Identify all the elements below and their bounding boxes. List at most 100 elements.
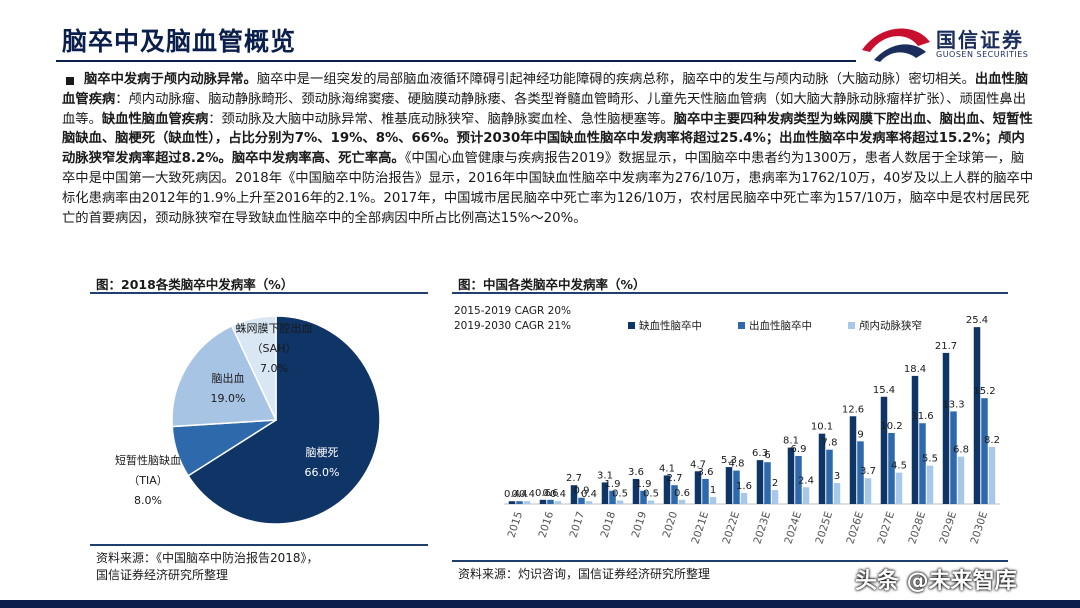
bar [601, 482, 609, 504]
bar-value-label: 2 [772, 478, 778, 489]
bar-value-label: 3.6 [628, 467, 644, 478]
bar-chart: 2015-2019 CAGR 20% 2019-2030 CAGR 21% 缺血性脑… [454, 305, 1000, 546]
bar-value-label: 9 [857, 429, 863, 440]
bar [578, 497, 585, 504]
bar-value-label: 18.4 [904, 364, 926, 375]
body-segment: 脑卒中是一组突发的局部脑血液循环障碍引起神经功能障碍的疾病总称，脑卒中的发生与颅… [256, 72, 975, 87]
bar [857, 441, 864, 504]
bar-value-label: 4.1 [659, 463, 675, 474]
cagr-label: 2019-2030 CAGR 21% [454, 320, 571, 332]
bar [709, 497, 717, 504]
bar [895, 472, 903, 504]
pie-slice-label: 脑出血 [212, 371, 245, 385]
right-caption-rule [452, 292, 1008, 294]
bullet-square [66, 77, 74, 85]
right-chart-caption: 图：中国各类脑卒中发病率（%） [458, 277, 646, 292]
bar [888, 432, 895, 504]
bar [671, 485, 678, 504]
pie-chart: 脑梗死 66.0% 短暂性脑缺血 （TIA） 8.0% 脑出血 19.0% 蛛网膜下腔出血 （S… [115, 315, 381, 525]
bar-value-label: 0.4 [581, 489, 597, 500]
legend-swatch [628, 322, 635, 329]
bar [864, 478, 872, 504]
pie-slice-sublabel: （SAH） [252, 342, 297, 355]
pie-slice-label: 脑梗死 [306, 445, 339, 459]
x-tick-label: 2022E [720, 510, 742, 545]
left-source-rule [90, 544, 428, 546]
x-tick-label: 2030E [968, 510, 990, 545]
x-tick-label: 2017 [568, 510, 588, 539]
bar-value-label: 15.4 [873, 385, 895, 396]
pie-slice [187, 315, 381, 525]
bar [516, 501, 523, 504]
bar-value-label: 1.9 [636, 479, 652, 490]
legend-swatch [848, 322, 855, 329]
bar [539, 499, 547, 504]
bar [570, 485, 578, 504]
body-segment: 脑卒中主要四种发病类型为蛛网膜下腔出血、脑出血、短暂性脑缺血、脑梗死（缺血性），… [62, 111, 1033, 167]
bar [647, 500, 655, 504]
body-segment: ：颅内动脉瘤、脑动静脉畸形、颈动脉海绵窦瘘、硬脑膜动静脉瘘、各类型脊髓血管畸形、… [62, 91, 1027, 127]
x-tick-label: 2026E [844, 510, 866, 545]
bar [523, 501, 531, 504]
bottom-bar [0, 600, 1080, 608]
bar [942, 352, 950, 504]
bar [802, 487, 810, 504]
bar [554, 501, 562, 504]
bar-value-label: 1.9 [605, 479, 621, 490]
x-tick-label: 2018 [599, 510, 619, 539]
bar [547, 499, 554, 504]
bar-value-label: 0.6 [674, 488, 690, 499]
title-rule [56, 60, 856, 62]
bar [880, 396, 888, 504]
bar [740, 492, 748, 504]
bar-value-label: 7.8 [822, 438, 838, 449]
bar-value-label: 6.8 [953, 445, 969, 456]
bar-value-label: 4.7 [690, 459, 706, 470]
pie-slice-sublabel: （TIA） [128, 474, 168, 487]
legend-swatch [738, 322, 745, 329]
header: 脑卒中及脑血管概览 国信证券 GUOSEN SECURITIES [0, 0, 1080, 66]
body-segment: 出血性脑血管疾病 [62, 72, 1029, 107]
pie-slice-label: 蛛网膜下腔出血 [236, 321, 313, 335]
bar-value-label: 0.6 [543, 488, 559, 499]
bar [725, 467, 733, 504]
left-source-line2: 国信证券经济研究所整理 [96, 568, 229, 582]
bar-value-label: 3.6 [698, 467, 714, 478]
bar-value-label: 2.7 [667, 473, 683, 484]
x-tick-label: 2020 [661, 510, 681, 539]
bar-value-label: 3 [834, 471, 840, 482]
bar-value-label: 2.7 [566, 473, 582, 484]
body-paragraph: 脑卒中发病于颅内动脉异常。脑卒中是一组突发的局部脑血液循环障碍引起神经功能障碍的… [62, 70, 1034, 228]
left-source-line1: 资料来源：《中国脑卒中防治报告2018》， [96, 551, 319, 565]
bar [795, 455, 802, 504]
watermark: 头条 @未来智库 [855, 569, 1017, 594]
left-chart-caption: 图：2018各类脑卒中发病率（%） [96, 277, 294, 292]
bar-value-label: 1 [710, 485, 716, 496]
bar-value-label: 0.6 [535, 488, 551, 499]
bar [632, 478, 640, 504]
bar [988, 446, 996, 504]
bar-value-label: 25.4 [966, 315, 988, 326]
x-tick-label: 2019 [630, 510, 650, 539]
bar-value-label: 5.3 [721, 455, 737, 466]
bar-value-label: 3.1 [597, 470, 613, 481]
bar [919, 423, 926, 504]
bar [787, 447, 795, 504]
bar-value-label: 0.9 [574, 486, 590, 497]
bar-value-label: 8.2 [984, 435, 1000, 446]
bar-value-label: 6.3 [752, 448, 768, 459]
bar-value-label: 12.6 [842, 404, 864, 415]
bar-value-label: 6.9 [791, 444, 807, 455]
right-source-rule [452, 560, 1008, 562]
bar-value-label: 8.1 [783, 436, 799, 447]
bar [694, 471, 702, 504]
bar [508, 501, 516, 504]
x-tick-label: 2015 [506, 510, 526, 539]
bar [585, 501, 593, 504]
bar [702, 478, 709, 504]
x-tick-label: 2029E [937, 510, 959, 545]
right-source: 资料来源：灼识咨询，国信证券经济研究所整理 [458, 567, 711, 581]
pie-slice-label: 短暂性脑缺血 [115, 453, 181, 467]
bar [981, 398, 988, 504]
body-segment: 缺血性脑血管疾病 [101, 111, 209, 127]
